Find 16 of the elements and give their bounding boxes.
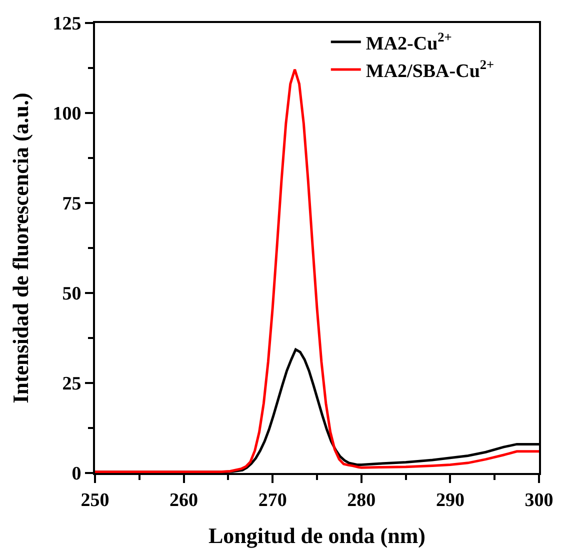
x-axis-title: Longitud de onda (nm) — [208, 523, 426, 548]
legend-label: MA2/SBA-Cu$^{2+}$ — [366, 56, 494, 82]
y-tick-label: 50 — [62, 284, 82, 305]
x-tick-label: 250 — [80, 490, 110, 511]
y-tick-label: 75 — [62, 194, 82, 215]
y-tick-label: 25 — [62, 374, 82, 395]
x-tick-label: 260 — [170, 490, 198, 511]
x-tick-label: 290 — [436, 490, 464, 511]
y-axis-title: Intensidad de fluorescencia (a.u.) — [8, 92, 33, 404]
legend-label: MA2-Cu$^{2+}$ — [366, 29, 452, 54]
x-tick-label: 300 — [524, 490, 554, 511]
y-tick-label: 125 — [52, 14, 82, 35]
y-tick-label: 0 — [72, 464, 82, 485]
x-tick-label: 270 — [258, 490, 287, 511]
x-tick-label: 280 — [347, 490, 376, 511]
y-tick-label: 100 — [52, 104, 82, 125]
